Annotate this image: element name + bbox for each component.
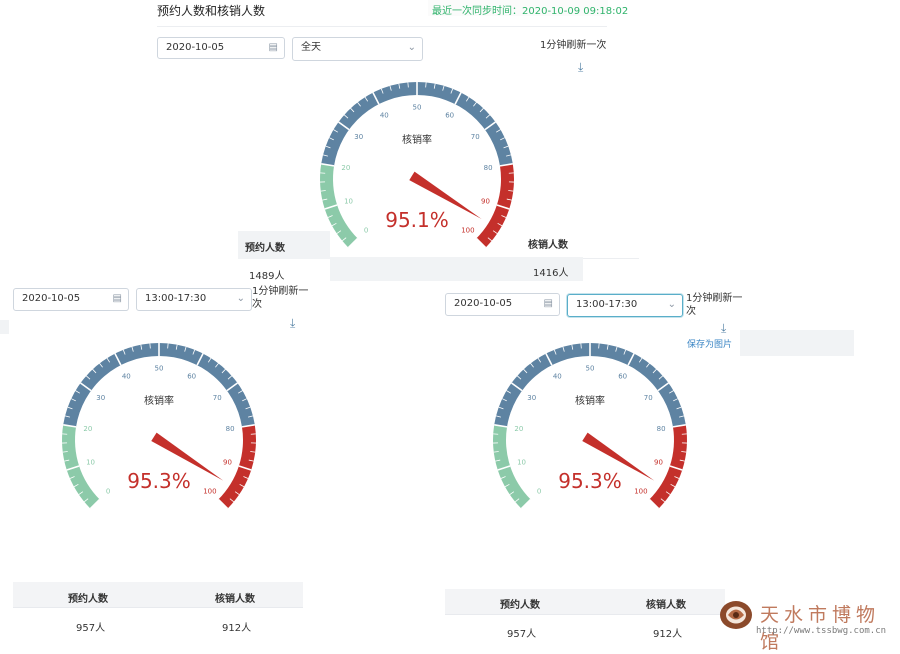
date-value: 2020-10-05 (454, 298, 512, 309)
toolbar-shade (740, 330, 854, 356)
verified-count-header: 核销人数 (646, 596, 686, 611)
gauge-tick-label: 30 (354, 133, 363, 141)
row-divider (13, 607, 303, 608)
date-value: 2020-10-05 (22, 293, 80, 304)
calendar-icon[interactable]: ▤ (269, 38, 278, 58)
refresh-line-1: 1分钟刷新一 (252, 285, 308, 298)
date-picker[interactable]: 2020-10-05 ▤ (157, 37, 285, 59)
gauge-tick-label: 10 (517, 459, 526, 467)
edge-shade (0, 320, 9, 334)
time-range-select[interactable]: 13:00-17:30 ⌄ (136, 288, 252, 311)
time-range-value: 全天 (301, 42, 321, 53)
refresh-interval-label: 1分钟刷新一 次 (252, 285, 308, 311)
refresh-line-2: 次 (252, 298, 308, 311)
gauge-tick-label: 20 (514, 425, 523, 433)
gauge-center-label: 核销率 (575, 394, 605, 407)
date-value: 2020-10-05 (166, 42, 224, 53)
gauge-tick-label: 60 (187, 372, 196, 380)
gauge-tick-label: 10 (344, 198, 353, 206)
refresh-interval-label: 1分钟刷新一次 (540, 36, 606, 51)
gauge-value: 95.1% (385, 208, 449, 232)
verified-count-header: 核销人数 (528, 236, 568, 251)
date-picker[interactable]: 2020-10-05 ▤ (13, 288, 129, 311)
refresh-line-2: 次 (686, 305, 742, 318)
row-divider (445, 614, 725, 615)
gauge-tick-label: 40 (380, 111, 389, 119)
time-range-select[interactable]: 全天 ⌄ (292, 37, 423, 61)
time-range-value: 13:00-17:30 (576, 299, 637, 310)
chevron-down-icon: ⌄ (408, 38, 416, 58)
gauge-tick-label: 80 (484, 164, 493, 172)
gauge-value: 95.3% (558, 469, 622, 493)
gauge-tick-label: 30 (527, 394, 536, 402)
gauge-tick-label: 50 (586, 365, 595, 373)
gauge-tick-label: 20 (341, 164, 350, 172)
gauge-tick-label: 60 (618, 372, 627, 380)
gauge-tick-label: 40 (122, 372, 131, 380)
gauge-tick-label: 80 (657, 425, 666, 433)
download-icon[interactable]: ⤓ (578, 60, 583, 75)
gauge-tick-label: 70 (471, 133, 480, 141)
reservation-count-header: 预约人数 (68, 590, 108, 605)
gauge-center-label: 核销率 (402, 133, 432, 146)
gauge-tick-label: 0 (364, 226, 368, 234)
gauge-tick-label: 10 (86, 459, 95, 467)
gauge-tick-label: 80 (226, 425, 235, 433)
gauge-center-label: 核销率 (144, 394, 174, 407)
verified-count-header: 核销人数 (215, 590, 255, 605)
page-title: 预约人数和核销人数 (157, 2, 265, 19)
gauge-tick-label: 70 (213, 394, 222, 402)
gauge-tick-label: 100 (634, 487, 647, 495)
gauge-chart-verification-rate: 0 10 20 30 40 50 60 70 80 90 100 核销率 95.3% (479, 340, 701, 526)
gauge-tick-label: 0 (106, 487, 110, 495)
reservation-count-value: 1489人 (249, 267, 284, 282)
gauge-tick-label: 50 (155, 365, 164, 373)
date-picker[interactable]: 2020-10-05 ▤ (445, 293, 560, 316)
gauge-tick-label: 60 (445, 111, 454, 119)
verified-count-value: 912人 (222, 619, 251, 634)
table-row-bg (330, 257, 525, 281)
gauge-tick-label: 70 (644, 394, 653, 402)
gauge-tick-label: 0 (537, 487, 541, 495)
calendar-icon[interactable]: ▤ (544, 294, 553, 314)
gauge-tick-label: 100 (203, 487, 216, 495)
refresh-line-1: 1分钟刷新一 (686, 292, 742, 305)
gauge-tick-label: 90 (654, 459, 663, 467)
gauge-tick-label: 30 (96, 394, 105, 402)
calendar-icon[interactable]: ▤ (113, 289, 122, 309)
reservation-count-header: 预约人数 (500, 596, 540, 611)
gauge-tick-label: 50 (413, 104, 422, 112)
watermark-url: http://www.tssbwg.com.cn (756, 626, 886, 636)
gauge-tick-label: 40 (553, 372, 562, 380)
chevron-down-icon: ⌄ (668, 295, 676, 315)
gauge-value: 95.3% (127, 469, 191, 493)
gauge-chart-verification-rate: 0 10 20 30 40 50 60 70 80 90 100 核销率 95.1% (306, 79, 528, 265)
verified-count-value: 912人 (653, 625, 682, 640)
refresh-interval-label: 1分钟刷新一 次 (686, 292, 742, 318)
gauge-tick-label: 90 (223, 459, 232, 467)
gauge-tick-label: 90 (481, 198, 490, 206)
gauge-chart-verification-rate: 0 10 20 30 40 50 60 70 80 90 100 核销率 95.3% (48, 340, 270, 526)
chevron-down-icon: ⌄ (237, 289, 245, 309)
time-range-value: 13:00-17:30 (145, 293, 206, 304)
table-header (13, 582, 303, 607)
reservation-count-value: 957人 (76, 619, 105, 634)
verified-count-value: 1416人 (533, 264, 568, 279)
museum-logo-icon (718, 598, 754, 632)
gauge-tick-label: 100 (461, 226, 474, 234)
row-divider (583, 258, 639, 259)
reservation-count-value: 957人 (507, 625, 536, 640)
gauge-tick-label: 20 (83, 425, 92, 433)
reservation-count-header: 预约人数 (245, 239, 285, 254)
time-range-select[interactable]: 13:00-17:30 ⌄ (567, 294, 683, 317)
download-icon[interactable]: ⤓ (721, 321, 726, 336)
header-divider (157, 26, 607, 27)
download-icon[interactable]: ⤓ (290, 316, 295, 331)
last-sync-time: 最近一次同步时间：2020-10-09 09:18:02 (432, 2, 628, 17)
